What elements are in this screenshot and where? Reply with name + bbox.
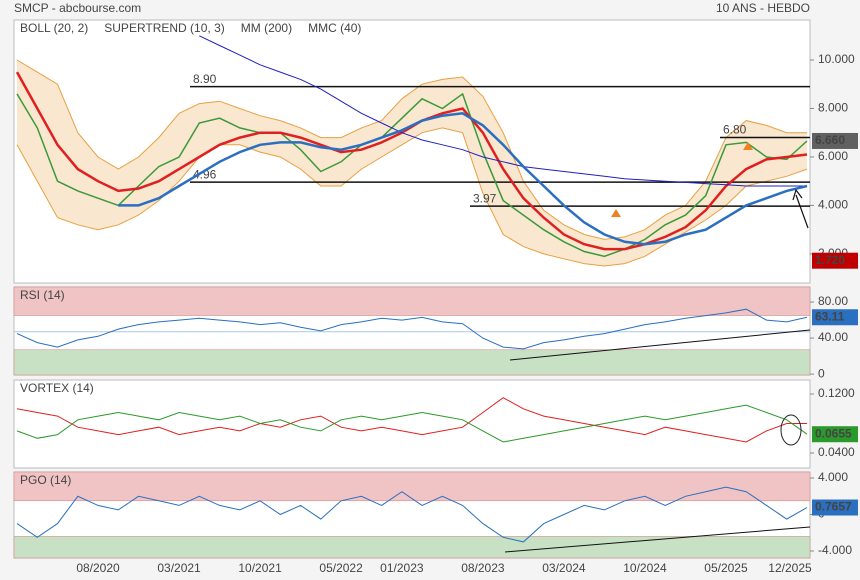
level-label: 6.80 xyxy=(723,123,747,137)
y-tick-label: 40.00 xyxy=(818,330,848,344)
value-tag-label: 63.11 xyxy=(815,309,845,323)
x-tick-label: 10/2021 xyxy=(238,561,282,575)
trend-line xyxy=(509,329,811,361)
value-tag-label: 0.7657 xyxy=(815,500,852,514)
level-label: 3.97 xyxy=(473,191,497,205)
y-tick-label: 0.0400 xyxy=(818,445,855,459)
series-line xyxy=(16,397,807,443)
source: SMCP - abcbourse.com xyxy=(14,1,141,15)
zone xyxy=(13,536,811,559)
value-tag-label: 1.720 xyxy=(815,253,845,267)
y-tick-label: 0.1200 xyxy=(818,386,855,400)
legend-entry: RSI (14) xyxy=(20,288,65,302)
series-line xyxy=(199,35,807,187)
zone xyxy=(13,349,811,376)
x-tick-label: 05/2025 xyxy=(704,561,748,575)
value-tag xyxy=(812,309,858,326)
x-tick-label: 05/2022 xyxy=(319,561,363,575)
x-tick-label: 12/2025 xyxy=(768,561,812,575)
zone xyxy=(13,471,811,502)
period: 10 ANS - HEBDO xyxy=(716,1,810,15)
legend-entry: MMC (40) xyxy=(308,21,361,35)
series-line xyxy=(16,92,808,258)
panel xyxy=(13,379,811,469)
highlight-circle xyxy=(780,414,802,446)
x-tick-label: 03/2021 xyxy=(157,561,201,575)
boll-band xyxy=(17,59,807,267)
x-tick-label: 08/2023 xyxy=(461,561,505,575)
legend-entry: SUPERTREND (10, 3) xyxy=(104,21,224,35)
series-line xyxy=(16,486,808,543)
legend-entry: BOLL (20, 2) xyxy=(20,21,88,35)
y-tick-label: 8.000 xyxy=(818,101,848,115)
series-line xyxy=(16,404,808,443)
y-tick-label: 4.000 xyxy=(818,198,848,212)
legend-entry: VORTEX (14) xyxy=(20,381,94,395)
trend-line xyxy=(504,526,811,553)
x-tick-label: 08/2020 xyxy=(76,561,120,575)
level-label: 8.90 xyxy=(193,72,217,86)
level-label: 4.96 xyxy=(193,167,217,181)
y-tick-label: 4.000 xyxy=(818,470,848,484)
y-tick-label: 10.000 xyxy=(818,52,855,66)
panel xyxy=(13,19,811,284)
value-tag xyxy=(812,499,858,516)
series-line xyxy=(16,308,808,350)
series-line xyxy=(118,112,808,246)
y-tick-label: 0 xyxy=(818,366,825,380)
y-tick-label: 6.000 xyxy=(818,149,848,163)
value-tag-label: 6.660 xyxy=(815,133,845,147)
x-tick-label: 01/2023 xyxy=(380,561,424,575)
zone xyxy=(13,286,811,316)
y-tick-label: -4.000 xyxy=(818,543,852,557)
y-tick-label: 80.00 xyxy=(818,294,848,308)
arrow-up xyxy=(743,142,753,150)
legend-entry: MM (200) xyxy=(241,21,292,35)
x-tick-label: 10/2024 xyxy=(623,561,667,575)
arrow-up xyxy=(611,209,621,217)
boll-upper xyxy=(16,59,807,240)
value-tag-label: 0.0655 xyxy=(815,426,852,440)
value-tag xyxy=(812,252,858,269)
value-tag xyxy=(812,132,858,149)
arrow xyxy=(792,188,809,229)
x-tick-label: 03/2024 xyxy=(542,561,586,575)
value-tag xyxy=(812,426,858,443)
legend-entry: PGO (14) xyxy=(20,473,71,487)
